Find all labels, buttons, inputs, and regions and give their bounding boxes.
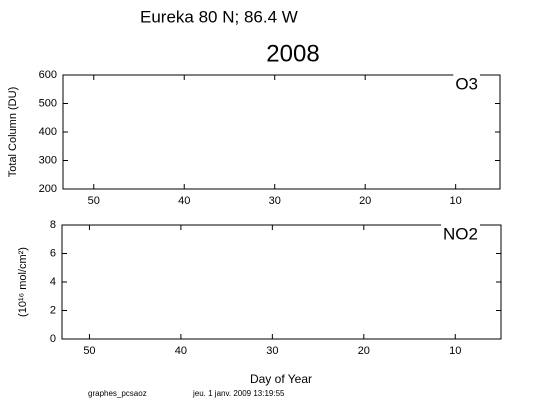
x-tick-label: 40 <box>175 345 187 357</box>
chart-subtitle: 2008 <box>266 40 319 67</box>
x-tick-label: 10 <box>449 345 461 357</box>
y-tick-label: 400 <box>39 126 57 138</box>
y-tick-label: 200 <box>39 183 57 195</box>
panel-label-bg <box>441 224 480 244</box>
footer-left: graphes_pcsaoz <box>88 389 147 398</box>
y-tick-label: 8 <box>50 219 56 231</box>
y-tick-label: 300 <box>39 154 57 166</box>
x-tick-label: 30 <box>269 195 281 207</box>
footer-right: jeu. 1 janv. 2009 13:19:55 <box>192 389 285 398</box>
y-tick-label: 2 <box>50 304 56 316</box>
y-tick-label: 6 <box>50 247 56 259</box>
x-tick-label: 50 <box>83 345 95 357</box>
plot-frame <box>61 224 502 340</box>
x-tick-label: 20 <box>359 195 371 207</box>
plot-frame <box>62 74 501 190</box>
panel-label: NO2 <box>443 224 478 243</box>
x-axis-label: Day of Year <box>250 372 312 386</box>
y-tick-label: 600 <box>39 69 57 81</box>
chart-title: Eureka 80 N; 86.4 W <box>140 7 298 26</box>
y-tick-label: 0 <box>50 333 56 345</box>
x-tick-label: 30 <box>266 345 278 357</box>
panel-label: O3 <box>455 74 478 93</box>
y-tick-label: 4 <box>50 276 56 288</box>
x-tick-label: 10 <box>450 195 462 207</box>
panel-label-bg <box>453 74 480 94</box>
x-tick-label: 20 <box>358 345 370 357</box>
x-tick-label: 40 <box>178 195 190 207</box>
x-tick-label: 50 <box>88 195 100 207</box>
y-axis-label: Total Column (DU) <box>7 87 19 177</box>
y-axis-label: (10¹⁶ mol/cm²) <box>17 247 29 317</box>
y-tick-label: 500 <box>39 97 57 109</box>
